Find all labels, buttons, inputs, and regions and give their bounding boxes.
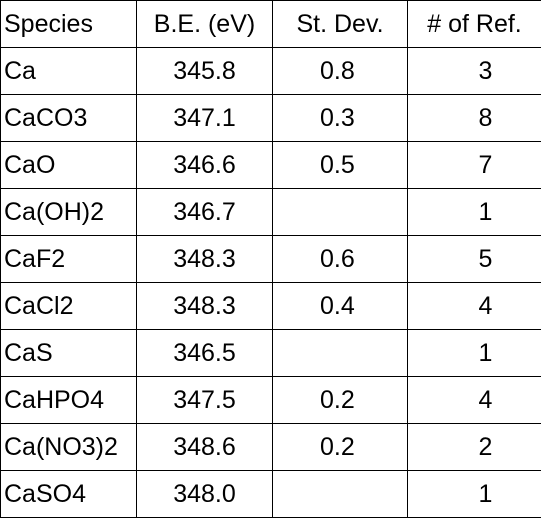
cell-binding-energy: 348.3 xyxy=(137,283,273,330)
table-row: CaCl2 348.3 0.4 4 xyxy=(1,283,541,330)
cell-std-dev: 0.3 xyxy=(273,95,408,142)
header-species: Species xyxy=(1,1,137,48)
cell-binding-energy: 347.1 xyxy=(137,95,273,142)
table-row: CaSO4 348.0 1 xyxy=(1,471,541,518)
cell-binding-energy: 345.8 xyxy=(137,48,273,95)
cell-num-refs: 4 xyxy=(408,377,541,424)
table-row: Ca 345.8 0.8 3 xyxy=(1,48,541,95)
cell-binding-energy: 346.7 xyxy=(137,189,273,236)
cell-num-refs: 4 xyxy=(408,283,541,330)
cell-species: Ca(NO3)2 xyxy=(1,424,137,471)
cell-species: Ca(OH)2 xyxy=(1,189,137,236)
cell-std-dev: 0.8 xyxy=(273,48,408,95)
cell-std-dev: 0.6 xyxy=(273,236,408,283)
cell-num-refs: 1 xyxy=(408,330,541,377)
cell-std-dev: 0.4 xyxy=(273,283,408,330)
cell-species: CaF2 xyxy=(1,236,137,283)
cell-std-dev xyxy=(273,189,408,236)
cell-binding-energy: 346.5 xyxy=(137,330,273,377)
cell-num-refs: 3 xyxy=(408,48,541,95)
cell-std-dev: 0.2 xyxy=(273,377,408,424)
header-std-dev: St. Dev. xyxy=(273,1,408,48)
cell-species: CaO xyxy=(1,142,137,189)
cell-binding-energy: 347.5 xyxy=(137,377,273,424)
table-row: CaF2 348.3 0.6 5 xyxy=(1,236,541,283)
cell-species: CaCO3 xyxy=(1,95,137,142)
cell-species: CaS xyxy=(1,330,137,377)
cell-species: CaSO4 xyxy=(1,471,137,518)
table-row: CaHPO4 347.5 0.2 4 xyxy=(1,377,541,424)
cell-num-refs: 8 xyxy=(408,95,541,142)
cell-num-refs: 1 xyxy=(408,189,541,236)
cell-std-dev: 0.5 xyxy=(273,142,408,189)
cell-binding-energy: 348.6 xyxy=(137,424,273,471)
table-row: CaCO3 347.1 0.3 8 xyxy=(1,95,541,142)
header-binding-energy: B.E. (eV) xyxy=(137,1,273,48)
cell-binding-energy: 346.6 xyxy=(137,142,273,189)
cell-species: CaHPO4 xyxy=(1,377,137,424)
cell-binding-energy: 348.0 xyxy=(137,471,273,518)
cell-num-refs: 2 xyxy=(408,424,541,471)
cell-std-dev xyxy=(273,471,408,518)
header-row: Species B.E. (eV) St. Dev. # of Ref. xyxy=(1,1,541,48)
header-num-refs: # of Ref. xyxy=(408,1,541,48)
cell-binding-energy: 348.3 xyxy=(137,236,273,283)
cell-species: CaCl2 xyxy=(1,283,137,330)
cell-std-dev xyxy=(273,330,408,377)
cell-num-refs: 1 xyxy=(408,471,541,518)
table-row: Ca(NO3)2 348.6 0.2 2 xyxy=(1,424,541,471)
cell-num-refs: 5 xyxy=(408,236,541,283)
cell-num-refs: 7 xyxy=(408,142,541,189)
cell-std-dev: 0.2 xyxy=(273,424,408,471)
cell-species: Ca xyxy=(1,48,137,95)
table-row: CaO 346.6 0.5 7 xyxy=(1,142,541,189)
table-row: CaS 346.5 1 xyxy=(1,330,541,377)
table-row: Ca(OH)2 346.7 1 xyxy=(1,189,541,236)
